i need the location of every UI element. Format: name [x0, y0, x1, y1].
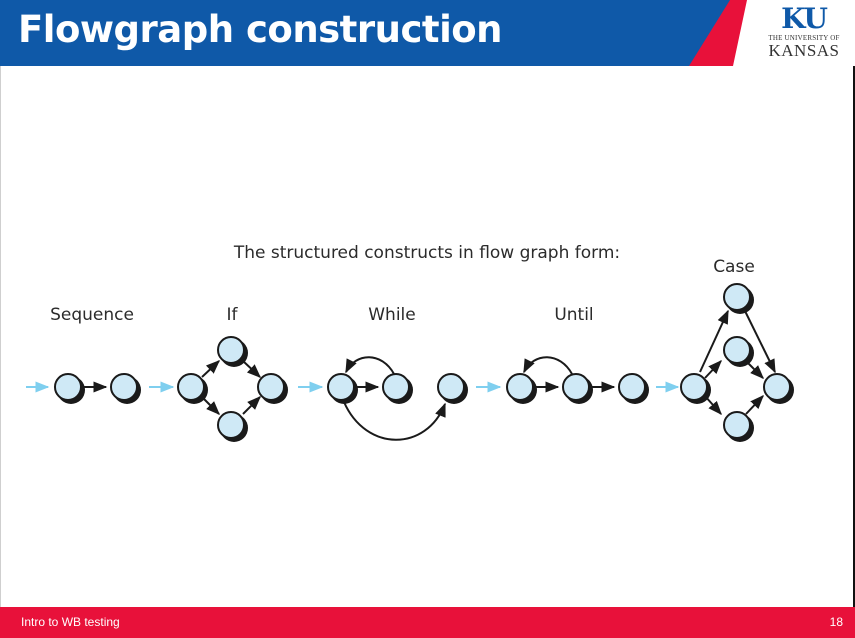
- label-if: If: [227, 305, 239, 325]
- flow-edges: [82, 309, 776, 441]
- node: [437, 373, 468, 404]
- node: [618, 373, 649, 404]
- label-until: Until: [554, 305, 593, 325]
- slide-footer: Intro to WB testing 18: [0, 607, 855, 638]
- node: [217, 336, 248, 367]
- node: [723, 336, 754, 367]
- slide-left-edge: [0, 66, 1, 607]
- node: [680, 373, 711, 404]
- ku-logo: KU THE UNIVERSITY OF KANSAS: [762, 4, 846, 66]
- label-case: Case: [713, 257, 755, 277]
- label-sequence: Sequence: [50, 305, 134, 325]
- slide-right-edge: [853, 66, 855, 607]
- flowgraph-figure: The structured constructs in flow graph …: [26, 243, 794, 442]
- header-red-stripe: [689, 0, 855, 66]
- node: [217, 411, 248, 442]
- slide-header: Flowgraph construction KU THE UNIVERSITY…: [0, 0, 855, 66]
- label-while: While: [368, 305, 416, 325]
- node: [382, 373, 413, 404]
- ku-logo-kansas: KANSAS: [768, 41, 840, 60]
- node: [723, 283, 754, 314]
- figure-caption: The structured constructs in flow graph …: [233, 243, 620, 263]
- page-number: 18: [829, 615, 843, 629]
- node: [110, 373, 141, 404]
- flow-nodes: [54, 283, 794, 442]
- footer-title: Intro to WB testing: [21, 615, 120, 629]
- node: [506, 373, 537, 404]
- slide-title: Flowgraph construction: [18, 8, 503, 51]
- node: [562, 373, 593, 404]
- ku-logo-mark: KU: [781, 2, 828, 35]
- node: [763, 373, 794, 404]
- node: [723, 411, 754, 442]
- node: [327, 373, 358, 404]
- node: [257, 373, 288, 404]
- node: [54, 373, 85, 404]
- ku-logo-university: THE UNIVERSITY OF: [768, 34, 840, 42]
- node: [177, 373, 208, 404]
